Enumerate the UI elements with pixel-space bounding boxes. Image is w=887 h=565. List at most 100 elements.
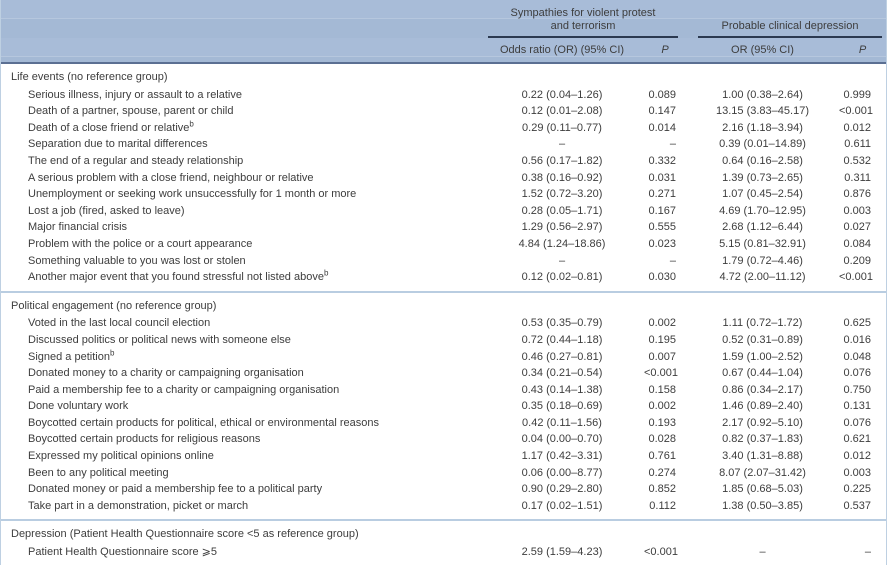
group-title-line2: and terrorism xyxy=(550,20,616,32)
p1-cell: 0.002 xyxy=(648,400,676,413)
p2-cell: 0.999 xyxy=(843,88,871,101)
table-row: Problem with the police or a court appea… xyxy=(1,236,886,253)
table-row: Boycotted certain products for political… xyxy=(1,415,886,432)
p2-cell: 0.012 xyxy=(843,121,871,134)
p2-cell: 0.876 xyxy=(843,188,871,201)
table-row: Lost a job (fired, asked to leave) 0.28 (… xyxy=(1,203,886,220)
or2-cell: 1.39 (0.73–2.65) xyxy=(722,171,803,184)
table-row: Something valuable to you was lost or st… xyxy=(1,253,886,270)
or1-cell: 0.12 (0.01–2.08) xyxy=(521,105,603,118)
table-row: Done voluntary work 0.35 (0.18–0.69) 0.002… xyxy=(1,398,886,415)
or1-cell: 0.42 (0.11–1.56) xyxy=(522,416,602,429)
p1-cell: 0.023 xyxy=(648,237,676,250)
p2-cell: 0.084 xyxy=(843,237,871,250)
or2-cell: 2.17 (0.92–5.10) xyxy=(722,416,803,429)
p2-cell: – xyxy=(864,546,871,559)
or2-cell: 1.11 (0.72–1.72) xyxy=(722,317,803,330)
row-label: The end of a regular and steady relation… xyxy=(28,154,244,167)
table-row: Serious illness, injury or assault to a … xyxy=(1,87,886,104)
table-row: Another major event that you found stres… xyxy=(1,269,886,292)
row-label: Boycotted certain products for political… xyxy=(28,416,379,429)
or2-cell: 2.68 (1.12–6.44) xyxy=(722,221,803,234)
p1-cell: 0.147 xyxy=(648,105,676,118)
or1-cell: 0.28 (0.05–1.71) xyxy=(521,204,603,217)
column-group-row: Sympathies for violent protest and terro… xyxy=(1,0,886,38)
p2-cell: 0.532 xyxy=(843,154,871,167)
row-label: Donated money to a charity or campaignin… xyxy=(28,367,304,380)
or2-cell: 2.16 (1.18–3.94) xyxy=(722,121,803,134)
p1-cell: 0.555 xyxy=(648,221,676,234)
or2-cell: 8.07 (2.07–31.42) xyxy=(719,466,806,479)
p2-column-header: P xyxy=(839,38,886,64)
p1-cell: – xyxy=(669,254,676,267)
p2-cell: 0.076 xyxy=(843,416,871,429)
table-row: Expressed my political opinions online 1.… xyxy=(1,448,886,465)
or2-cell: 0.82 (0.37–1.83) xyxy=(722,433,803,446)
footnote-marker: b xyxy=(323,269,329,278)
table-row: Signed a petitionb 0.46 (0.27–0.81) 0.007 1… xyxy=(1,349,886,366)
empty-header-cell xyxy=(1,0,480,38)
or1-cell: 0.53 (0.35–0.79) xyxy=(521,317,603,330)
table-row: Donated money to a charity or campaignin… xyxy=(1,365,886,382)
row-label: Death of a close friend or relativeb xyxy=(28,119,194,134)
or2-cell: 1.07 (0.45–2.54) xyxy=(722,188,803,201)
row-label: Voted in the last local council election xyxy=(28,317,211,330)
row-label: A serious problem with a close friend, n… xyxy=(28,171,314,184)
table-row: Death of a partner, spouse, parent or ch… xyxy=(1,103,886,120)
row-label: Been to any political meeting xyxy=(28,466,169,479)
table-section: Life events (no reference group) Serious … xyxy=(1,63,886,292)
section-title: Political engagement (no reference group… xyxy=(11,299,217,312)
p2-cell: 0.131 xyxy=(843,400,871,413)
row-label: Unemployment or seeking work unsuccessfu… xyxy=(28,188,357,201)
or1-cell: 0.04 (0.00–0.70) xyxy=(521,433,603,446)
row-label: Boycotted certain products for religious… xyxy=(28,433,261,446)
row-label: Major financial crisis xyxy=(28,221,128,234)
p2-cell: 0.621 xyxy=(843,433,871,446)
table-section: Depression (Patient Health Questionnaire… xyxy=(1,520,886,565)
row-label: Done voluntary work xyxy=(28,400,129,413)
p2-cell: 0.209 xyxy=(843,254,871,267)
row-label: Lost a job (fired, asked to leave) xyxy=(28,204,185,217)
or1-cell: 0.90 (0.29–2.80) xyxy=(521,483,603,496)
p2-cell: 0.311 xyxy=(844,171,871,184)
or1-cell: 1.52 (0.72–3.20) xyxy=(521,188,603,201)
footnote-marker: b xyxy=(109,348,115,357)
table-row: Donated money or paid a membership fee t… xyxy=(1,481,886,498)
row-label: Problem with the police or a court appea… xyxy=(28,237,253,250)
group-title-line1: Sympathies for violent protest xyxy=(510,7,656,19)
or1-cell: 0.17 (0.02–1.51) xyxy=(521,499,603,512)
table-row: Patient Health Questionnaire score ⩾5 2.5… xyxy=(1,544,886,565)
table-row: The end of a regular and steady relation… xyxy=(1,153,886,170)
table-row: Paid a membership fee to a charity or ca… xyxy=(1,382,886,399)
table-header: Sympathies for violent protest and terro… xyxy=(1,0,886,64)
or1-cell: – xyxy=(558,138,566,151)
table-row: Voted in the last local council election… xyxy=(1,315,886,332)
section-header-row: Depression (Patient Health Questionnaire… xyxy=(1,520,886,544)
table-row: Been to any political meeting 0.06 (0.00–… xyxy=(1,465,886,482)
p2-cell: 0.611 xyxy=(844,138,871,151)
or1-cell: 0.22 (0.04–1.26) xyxy=(521,88,603,101)
p2-cell: <0.001 xyxy=(839,271,873,284)
p2-cell: <0.001 xyxy=(839,105,873,118)
table-section: Political engagement (no reference group… xyxy=(1,291,886,521)
group-title-depression: Probable clinical depression xyxy=(698,20,882,38)
table-row: Death of a close friend or relativeb 0.29… xyxy=(1,120,886,137)
or2-column-header: OR (95% CI) xyxy=(686,38,839,64)
p1-cell: 0.030 xyxy=(648,271,676,284)
or2-cell: 1.38 (0.50–3.85) xyxy=(722,499,803,512)
p1-cell: 0.193 xyxy=(648,416,676,429)
or1-column-header: Odds ratio (OR) (95% CI) xyxy=(480,38,644,64)
p2-cell: 0.750 xyxy=(843,383,871,396)
table-row: A serious problem with a close friend, n… xyxy=(1,170,886,187)
or2-cell: 4.72 (2.00–11.12) xyxy=(719,271,806,284)
p1-cell: 0.007 xyxy=(648,350,676,363)
p1-cell: <0.001 xyxy=(644,546,678,559)
or2-cell: 1.59 (1.00–2.52) xyxy=(722,350,803,363)
footnote-marker: b xyxy=(189,119,194,129)
section-title: Life events (no reference group) xyxy=(11,71,168,83)
or1-cell: 2.59 (1.59–4.23) xyxy=(521,546,603,559)
or1-cell: 0.06 (0.00–8.77) xyxy=(521,466,603,479)
row-label: Patient Health Questionnaire score ⩾5 xyxy=(28,546,217,559)
p1-column-header: P xyxy=(644,38,686,64)
